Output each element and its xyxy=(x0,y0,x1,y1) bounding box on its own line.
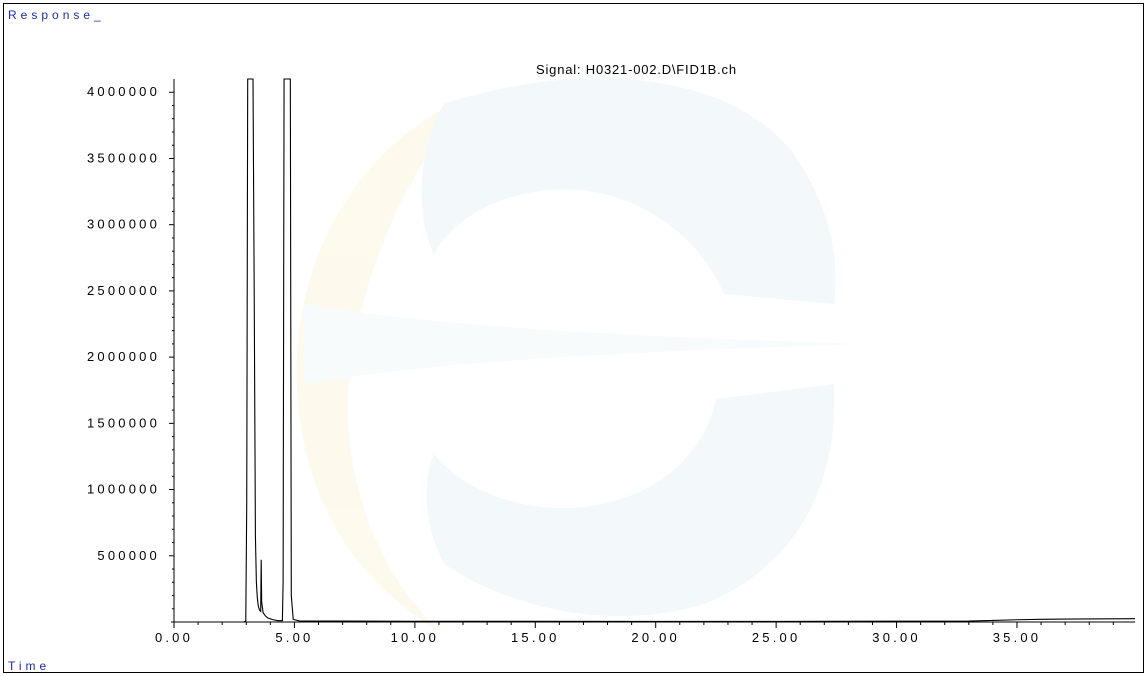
y-tick-label: 3000000 xyxy=(87,217,160,232)
y-axis-label: Response_ xyxy=(8,8,105,22)
y-axis-ticks: 500000 1000000 1500000 2000000 2500000 300000… xyxy=(87,84,174,610)
chromatogram-chart: 500000 1000000 1500000 2000000 2500000 300000… xyxy=(87,62,1136,645)
x-tick-label: 0.00 xyxy=(155,630,193,645)
y-tick-label: 2500000 xyxy=(87,283,160,298)
x-tick-label: 30.00 xyxy=(872,630,921,645)
x-tick-label: 35.00 xyxy=(993,630,1042,645)
x-tick-label: 5.00 xyxy=(275,630,313,645)
y-tick-label: 3500000 xyxy=(87,150,160,165)
x-axis-ticks: 0.00 5.00 10.00 15.00 20.00 25.00 30.00 35.00 xyxy=(155,622,1114,645)
x-tick-label: 10.00 xyxy=(391,630,440,645)
y-tick-label: 2000000 xyxy=(87,349,160,364)
x-tick-label: 15.00 xyxy=(511,630,560,645)
chromatogram-frame: Response_ Time 500000 1000000 1500000 20000… xyxy=(3,3,1144,673)
x-tick-label: 25.00 xyxy=(752,630,801,645)
y-tick-label: 4000000 xyxy=(87,84,160,99)
signal-trace xyxy=(174,78,1136,623)
watermark-upper-c xyxy=(421,78,836,305)
watermark-yellow-arc xyxy=(296,96,469,634)
watermark-wedge xyxy=(304,304,864,384)
watermark-logo xyxy=(296,78,864,634)
chart-title: Signal: H0321-002.D\FID1B.ch xyxy=(536,62,737,77)
y-tick-label: 1500000 xyxy=(87,415,160,430)
y-tick-label: 1000000 xyxy=(87,482,160,497)
signal-traces xyxy=(174,78,1136,623)
x-axis-label: Time xyxy=(8,659,51,673)
watermark-lower-c xyxy=(426,384,835,617)
y-tick-label: 500000 xyxy=(97,548,160,563)
x-tick-label: 20.00 xyxy=(631,630,680,645)
